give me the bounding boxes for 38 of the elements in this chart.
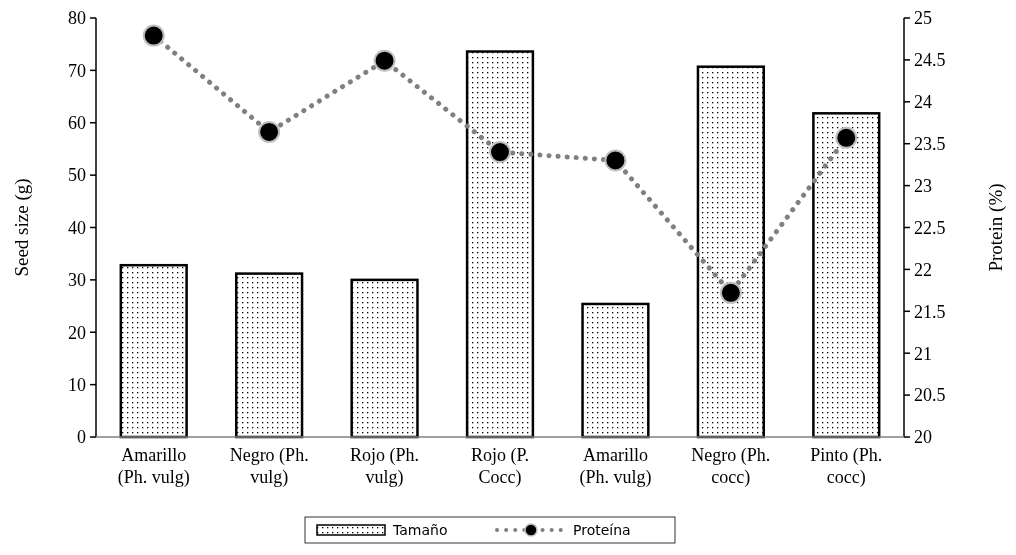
y-tick-label: 20	[68, 322, 86, 343]
y2-tick-label: 23.5	[914, 134, 946, 154]
x-tick-label: Amarillo (Ph. vulg)	[579, 445, 652, 488]
y-axis-title: Seed size (g)	[11, 178, 33, 277]
y2-tick-label: 24.5	[914, 50, 946, 71]
bar	[119, 263, 188, 439]
y-tick-label: 40	[68, 217, 86, 238]
y2-tick-label: 22.5	[914, 217, 946, 238]
y2-tick-label: 20	[914, 427, 932, 448]
x-tick-label: Negro (Ph. cocc)	[691, 445, 771, 488]
y2-tick-label: 21.5	[914, 301, 946, 322]
y-tick-label: 0	[77, 427, 86, 448]
y-tick-label: 80	[68, 8, 86, 29]
bar	[696, 65, 765, 439]
bar	[812, 112, 881, 439]
y-tick-label: 50	[68, 165, 86, 186]
y2-axis-title: Protein (%)	[985, 183, 1007, 272]
legend-label: Proteína	[573, 521, 631, 538]
y2-tick-label: 24	[914, 92, 932, 113]
bar	[581, 302, 650, 439]
y2-tick-label: 22	[914, 259, 932, 280]
y2-tick-label: 21	[914, 343, 932, 364]
x-tick-label: Rojo (Ph. vulg)	[350, 445, 420, 488]
y2-tick-label: 23	[914, 175, 932, 196]
x-tick-label: Rojo (P. Cocc)	[470, 445, 530, 488]
x-tick-label: Negro (Ph. vulg)	[229, 445, 309, 488]
x-tick-label: Pinto (Ph. cocc)	[810, 445, 883, 488]
y-tick-label: 60	[68, 113, 86, 134]
x-tick-label: Amarillo (Ph. vulg)	[117, 445, 190, 488]
y-tick-label: 30	[68, 270, 86, 291]
y-tick-label: 10	[68, 374, 86, 395]
bar	[465, 50, 535, 439]
y2-tick-label: 20.5	[914, 385, 946, 406]
bar	[350, 278, 419, 439]
y2-tick-label: 25	[914, 8, 932, 29]
legend-label: Tamaño	[392, 521, 448, 538]
bar	[235, 272, 304, 439]
y-tick-label: 70	[68, 60, 86, 81]
